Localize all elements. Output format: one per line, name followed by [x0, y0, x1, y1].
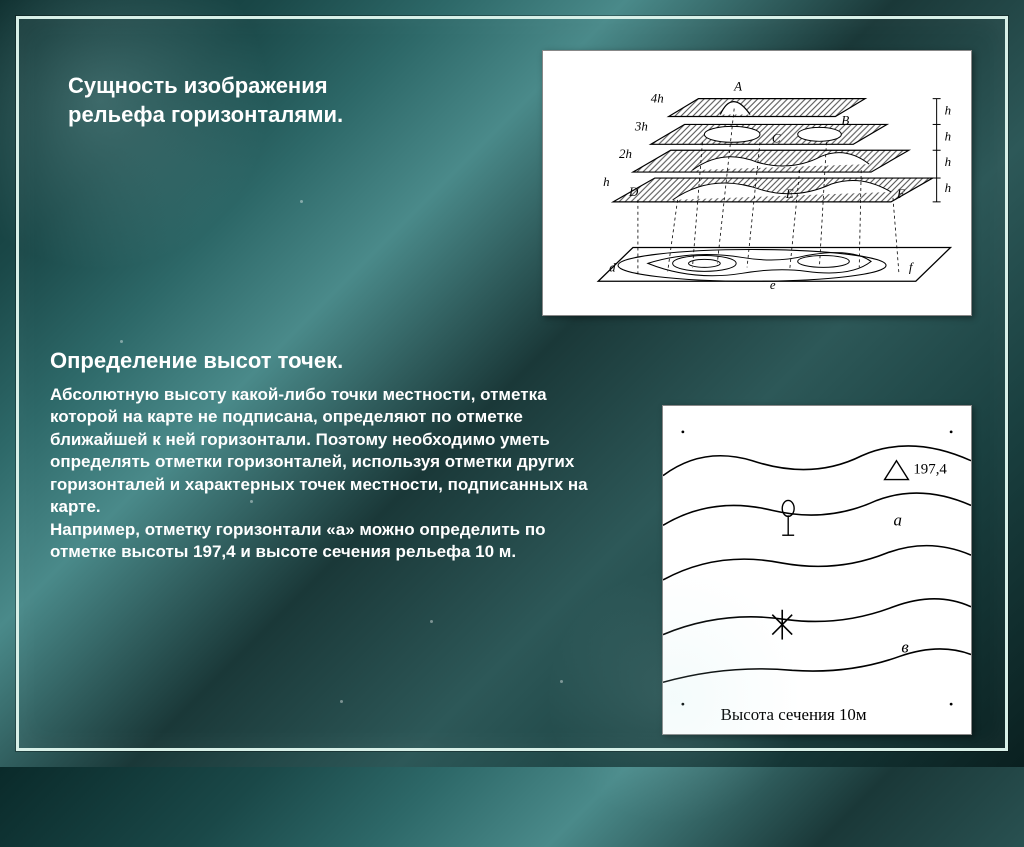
contour-label-b: в	[901, 637, 909, 656]
elevation-value: 197,4	[913, 462, 947, 478]
label-hr1: h	[945, 104, 951, 118]
label-F: F	[896, 187, 905, 201]
slide-title-mid: Определение высот точек.	[50, 348, 343, 374]
figure-contour-map: 197,4 a в Высота сечения 10м	[662, 405, 972, 735]
figure-contour-planes: 4h 3h 2h h h h h h A B C D E F d e f	[542, 50, 972, 316]
label-2h: 2h	[619, 147, 632, 161]
label-D: D	[628, 185, 639, 199]
label-d2: d	[609, 260, 616, 274]
label-3h: 3h	[634, 119, 648, 133]
section-height-label: Высота сечения 10м	[721, 705, 867, 724]
label-f2: f	[909, 260, 915, 274]
slide-body-text: Абсолютную высоту какой-либо точки местн…	[50, 384, 610, 564]
label-B: B	[841, 113, 849, 127]
label-E: E	[785, 187, 794, 201]
label-C: C	[772, 131, 781, 145]
label-hr3: h	[945, 155, 951, 169]
label-A: A	[733, 80, 742, 94]
slide-title-top: Сущность изображениярельефа горизонталям…	[68, 72, 343, 129]
label-e2: e	[770, 278, 776, 292]
contour-label-a: a	[894, 510, 902, 529]
label-h: h	[603, 175, 609, 189]
label-hr4: h	[945, 181, 951, 195]
label-hr2: h	[945, 129, 951, 143]
label-4h: 4h	[651, 92, 664, 106]
